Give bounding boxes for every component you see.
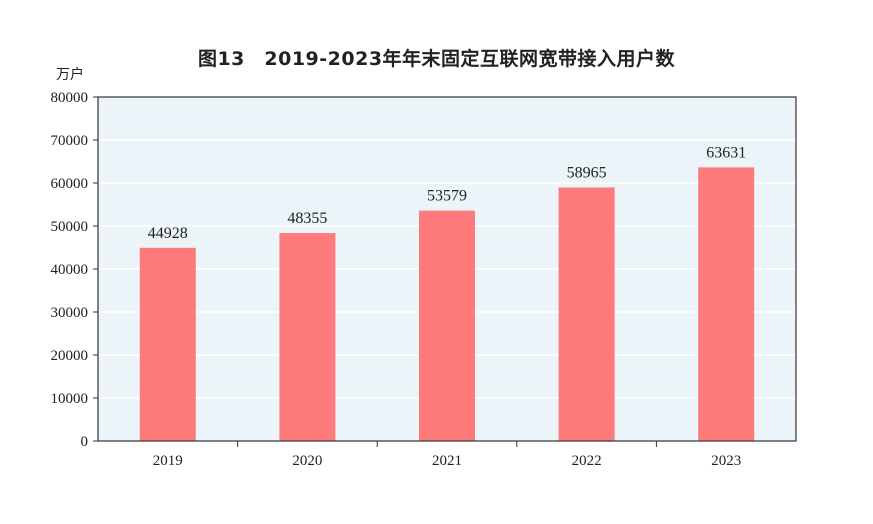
- data-label-2019: 44928: [148, 225, 188, 242]
- bar-2022: [558, 187, 615, 441]
- bars: 44928 48355 53579 58965 63631: [139, 144, 755, 441]
- x-tick-label-2021: 2021: [432, 453, 462, 469]
- bar-2020: [279, 233, 336, 441]
- y-axis: 0 10000 20000 30000 40000 50000 60000 70000 8000…: [51, 90, 98, 450]
- y-tick-label: 40000: [51, 262, 89, 278]
- bar-2019: [139, 247, 196, 441]
- bar-2023: [698, 167, 755, 441]
- x-tick-label-2020: 2020: [292, 453, 322, 469]
- data-label-2020: 48355: [287, 210, 327, 227]
- y-tick-label: 0: [81, 434, 89, 450]
- x-tick-label-2019: 2019: [153, 453, 183, 469]
- y-tick-label: 50000: [51, 219, 89, 235]
- x-axis: 2019 2020 2021 2022 2023: [153, 441, 741, 469]
- y-tick-label: 60000: [51, 176, 89, 192]
- y-axis-unit-label: 万户: [56, 66, 84, 83]
- y-tick-label: 20000: [51, 348, 89, 364]
- y-tick-label: 70000: [51, 133, 89, 149]
- data-label-2023: 63631: [706, 144, 746, 161]
- x-tick-label-2022: 2022: [572, 453, 602, 469]
- y-tick-label: 10000: [51, 391, 89, 407]
- x-tick-label-2023: 2023: [711, 453, 741, 469]
- data-label-2022: 58965: [567, 164, 607, 181]
- bar-2021: [419, 210, 475, 441]
- y-tick-label: 30000: [51, 305, 89, 321]
- y-tick-label: 80000: [51, 90, 89, 106]
- data-label-2021: 53579: [427, 188, 467, 205]
- chart-title: 图13 2019-2023年年末固定互联网宽带接入用户数: [197, 48, 676, 70]
